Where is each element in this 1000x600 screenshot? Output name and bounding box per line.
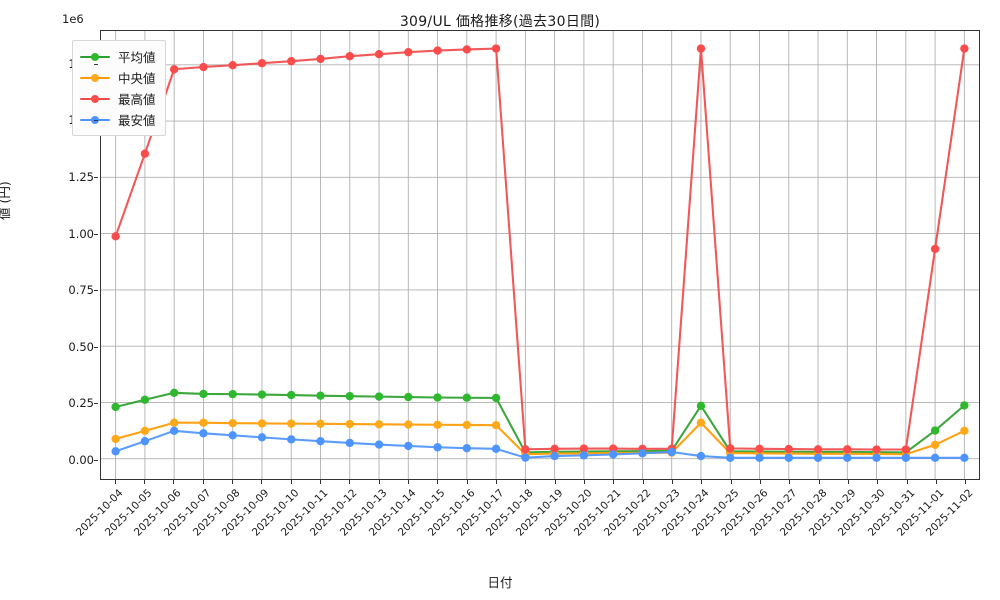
x-tick-mark <box>261 480 263 484</box>
x-tick-mark <box>965 480 967 484</box>
y-axis-offset-label: 1e6 <box>62 12 84 26</box>
legend-item-0[interactable]: 平均値 <box>80 46 156 67</box>
legend-marker-icon <box>80 72 110 84</box>
x-tick-mark <box>877 480 879 484</box>
y-tick-mark <box>94 63 98 65</box>
x-tick-mark <box>584 480 585 484</box>
x-tick-mark <box>730 480 732 484</box>
y-tick-label: 1.25 <box>68 169 94 184</box>
y-tick-mark <box>94 176 98 178</box>
x-tick-mark <box>818 480 820 484</box>
legend-item-1[interactable]: 中央値 <box>80 67 156 88</box>
legend-label: 最高値 <box>118 92 156 107</box>
x-tick-mark <box>202 480 204 484</box>
legend-marker-icon <box>80 114 110 126</box>
x-tick-mark <box>906 480 908 484</box>
x-tick-mark <box>554 480 556 484</box>
x-tick-mark <box>525 480 527 484</box>
x-tick-mark <box>642 480 644 484</box>
x-tick-mark <box>290 480 292 484</box>
legend-marker-icon <box>80 51 110 63</box>
x-tick-mark <box>936 480 937 484</box>
x-tick-mark <box>114 480 116 484</box>
series-3 <box>111 426 969 463</box>
x-tick-mark <box>173 480 175 484</box>
y-tick-label: 0.75 <box>68 283 94 298</box>
y-tick-label: 0.00 <box>68 452 94 467</box>
x-tick-mark <box>378 480 380 484</box>
x-tick-mark <box>320 480 321 484</box>
y-tick-label: 1.00 <box>68 226 94 241</box>
x-tick-mark <box>144 480 145 484</box>
x-tick-mark <box>848 480 849 484</box>
legend-label: 最安値 <box>118 113 156 128</box>
legend-label: 中央値 <box>118 71 156 86</box>
legend-marker-icon <box>80 93 110 105</box>
x-axis-title: 日付 <box>487 575 513 590</box>
x-tick-mark <box>613 480 615 484</box>
y-tick-mark <box>94 290 98 292</box>
x-tick-mark <box>349 480 351 484</box>
plot-area <box>100 30 980 480</box>
legend-item-2[interactable]: 最高値 <box>80 88 156 109</box>
legend-item-3[interactable]: 最安値 <box>80 109 156 130</box>
x-tick-mark <box>672 480 673 484</box>
legend-label: 平均値 <box>118 50 156 65</box>
y-tick-mark <box>94 233 98 235</box>
page-title: 309/UL 価格推移(過去30日間) <box>399 14 601 30</box>
x-tick-mark <box>701 480 703 484</box>
y-tick-label: 0.50 <box>68 339 94 354</box>
x-tick-mark <box>760 480 761 484</box>
x-tick-mark <box>232 480 233 484</box>
x-tick-mark <box>496 480 497 484</box>
x-tick-mark <box>789 480 791 484</box>
y-tick-mark <box>94 346 98 348</box>
y-tick-mark <box>94 403 98 405</box>
x-tick-mark <box>408 480 409 484</box>
x-tick-mark <box>437 480 439 484</box>
series-2 <box>111 44 969 454</box>
y-tick-mark <box>94 120 98 122</box>
x-tick-mark <box>466 480 468 484</box>
chart-legend: 平均値中央値最高値最安値 <box>72 40 166 136</box>
y-tick-label: 0.25 <box>68 396 94 411</box>
grid-lines <box>101 31 979 479</box>
series-plot <box>111 44 969 463</box>
y-tick-mark <box>94 459 98 461</box>
